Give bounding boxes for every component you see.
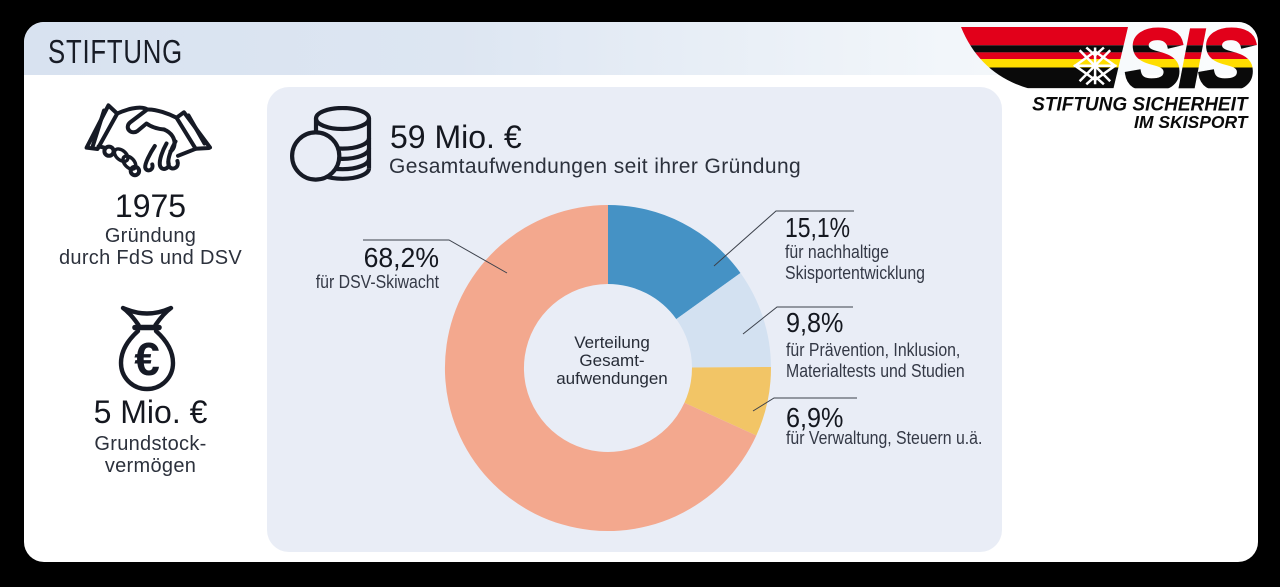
svg-text:IM SKISPORT: IM SKISPORT [1134,112,1249,132]
svg-text:STIFTUNG SICHERHEIT: STIFTUNG SICHERHEIT [1032,95,1249,116]
svg-text:€: € [134,333,160,385]
